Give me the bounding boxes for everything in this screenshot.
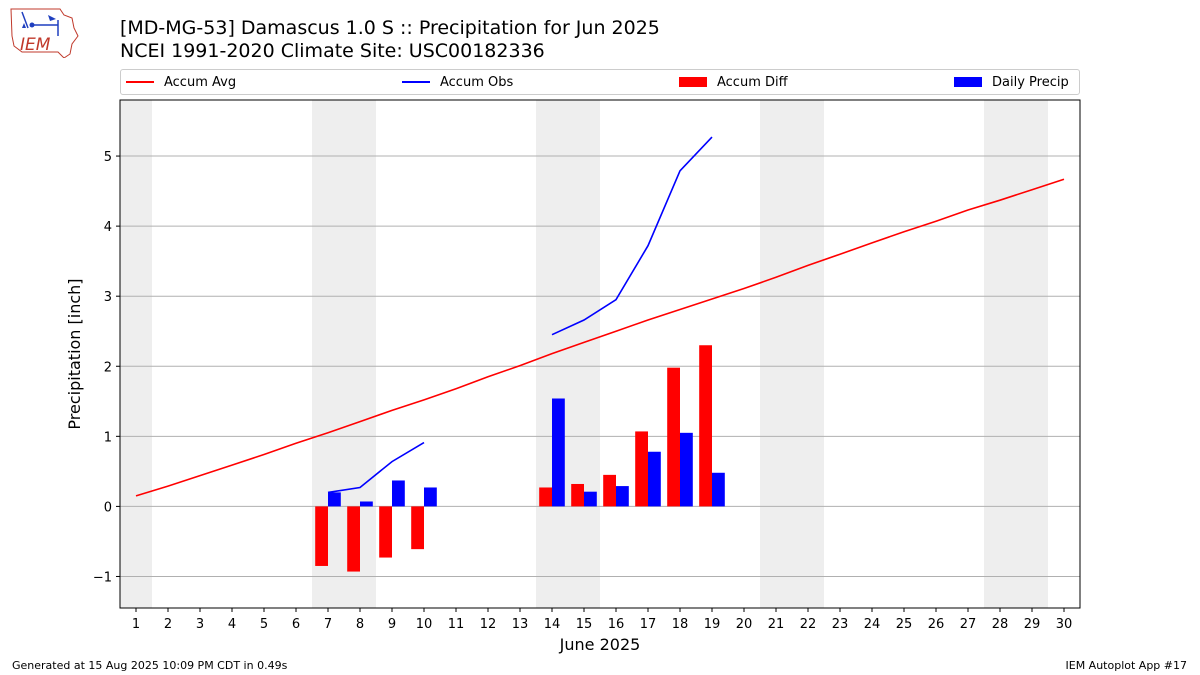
- bar-daily-precip: [616, 486, 629, 507]
- bar-accum-diff: [603, 474, 616, 507]
- weekend-band: [760, 100, 824, 608]
- x-tick-label: 2: [164, 617, 172, 632]
- x-tick-label: 18: [672, 617, 689, 632]
- bar-accum-diff: [699, 345, 712, 507]
- x-tick-label: 25: [896, 617, 913, 632]
- x-tick-label: 24: [864, 617, 881, 632]
- legend-item-daily-precip: Daily Precip: [954, 70, 1069, 94]
- x-tick-label: 29: [1024, 617, 1041, 632]
- line-accum-obs: [551, 136, 713, 336]
- x-tick-label: 8: [356, 617, 364, 632]
- x-tick-label: 27: [960, 617, 977, 632]
- y-tick-label: 1: [104, 430, 112, 445]
- x-tick-label: 23: [832, 617, 849, 632]
- x-tick-label: 19: [704, 617, 721, 632]
- logo-text: IEM: [20, 35, 51, 55]
- bar-accum-diff: [667, 367, 680, 507]
- y-tick-label: 0: [104, 500, 112, 515]
- bar-daily-precip: [584, 491, 597, 507]
- x-tick-label: 1: [132, 617, 140, 632]
- legend-item-accum-avg: Accum Avg: [126, 70, 236, 94]
- x-tick-label: 21: [768, 617, 785, 632]
- x-axis-label: June 2025: [559, 635, 641, 654]
- bar-accum-diff: [635, 431, 648, 507]
- x-tick-label: 20: [736, 617, 753, 632]
- x-tick-label: 12: [480, 617, 497, 632]
- x-tick-label: 4: [228, 617, 236, 632]
- bar-accum-diff: [571, 483, 584, 507]
- bar-accum-diff: [347, 506, 360, 572]
- x-tick-label: 14: [544, 617, 561, 632]
- legend-label-accum-obs: Accum Obs: [440, 74, 514, 90]
- bar-accum-diff: [315, 506, 328, 566]
- bar-daily-precip: [648, 451, 661, 507]
- x-tick-label: 15: [576, 617, 593, 632]
- bar-daily-precip: [360, 501, 373, 507]
- x-tick-label: 26: [928, 617, 945, 632]
- legend-swatch-accum-obs: [402, 81, 430, 83]
- y-tick-label: 2: [104, 360, 112, 375]
- bar-accum-diff: [379, 506, 392, 558]
- bar-daily-precip: [680, 432, 693, 507]
- legend-label-daily-precip: Daily Precip: [992, 74, 1069, 90]
- legend-label-accum-avg: Accum Avg: [164, 74, 237, 90]
- legend-swatch-accum-diff: [679, 77, 707, 87]
- weekend-shading: [120, 100, 1048, 608]
- x-tick-label: 9: [388, 617, 396, 632]
- bar-accum-diff: [411, 506, 424, 550]
- bar-marks: [315, 345, 725, 572]
- chart-legend: Accum Avg Accum Obs Accum Diff Daily Pre…: [120, 69, 1080, 95]
- bar-daily-precip: [328, 492, 341, 507]
- y-tick-label: −1: [93, 570, 112, 585]
- iem-logo: IEM: [8, 6, 80, 59]
- line-marks: [135, 136, 1065, 497]
- x-tick-label: 7: [324, 617, 332, 632]
- chart-title: [MD-MG-53] Damascus 1.0 S :: Precipitati…: [120, 17, 660, 39]
- legend-item-accum-obs: Accum Obs: [402, 70, 513, 94]
- legend-swatch-accum-avg: [126, 81, 154, 83]
- y-tick-label: 3: [104, 290, 112, 305]
- bar-accum-diff: [539, 487, 552, 507]
- bar-daily-precip: [552, 398, 565, 507]
- weekend-band: [312, 100, 376, 608]
- x-tick-label: 16: [608, 617, 625, 632]
- plot-frame: [119, 99, 1081, 609]
- x-tick-label: 5: [260, 617, 268, 632]
- x-tick-label: 11: [448, 617, 465, 632]
- line-accum-obs: [327, 441, 425, 494]
- chart-subtitle: NCEI 1991-2020 Climate Site: USC00182336: [120, 40, 545, 62]
- x-tick-label: 13: [512, 617, 529, 632]
- x-tick-label: 22: [800, 617, 817, 632]
- bar-daily-precip: [392, 480, 405, 507]
- x-tick-label: 17: [640, 617, 657, 632]
- x-tick-label: 10: [416, 617, 433, 632]
- x-tick-label: 6: [292, 617, 300, 632]
- weekend-band: [984, 100, 1048, 608]
- x-tick-label: 28: [992, 617, 1009, 632]
- bar-daily-precip: [712, 472, 725, 507]
- x-tick-label: 30: [1056, 617, 1073, 632]
- y-tick-label: 5: [104, 150, 112, 165]
- footer-generated: Generated at 15 Aug 2025 10:09 PM CDT in…: [12, 659, 288, 672]
- y-axis-label: Precipitation [inch]: [65, 278, 84, 429]
- x-tick-label: 3: [196, 617, 204, 632]
- line-accum-avg: [135, 178, 1065, 497]
- weekend-band: [120, 100, 152, 608]
- weekend-band: [536, 100, 600, 608]
- bar-daily-precip: [424, 487, 437, 507]
- legend-label-accum-diff: Accum Diff: [717, 74, 788, 90]
- y-gridlines: [120, 155, 1080, 577]
- y-tick-label: 4: [104, 220, 112, 235]
- footer-app: IEM Autoplot App #17: [1065, 659, 1188, 672]
- legend-swatch-daily-precip: [954, 77, 982, 87]
- legend-item-accum-diff: Accum Diff: [679, 70, 788, 94]
